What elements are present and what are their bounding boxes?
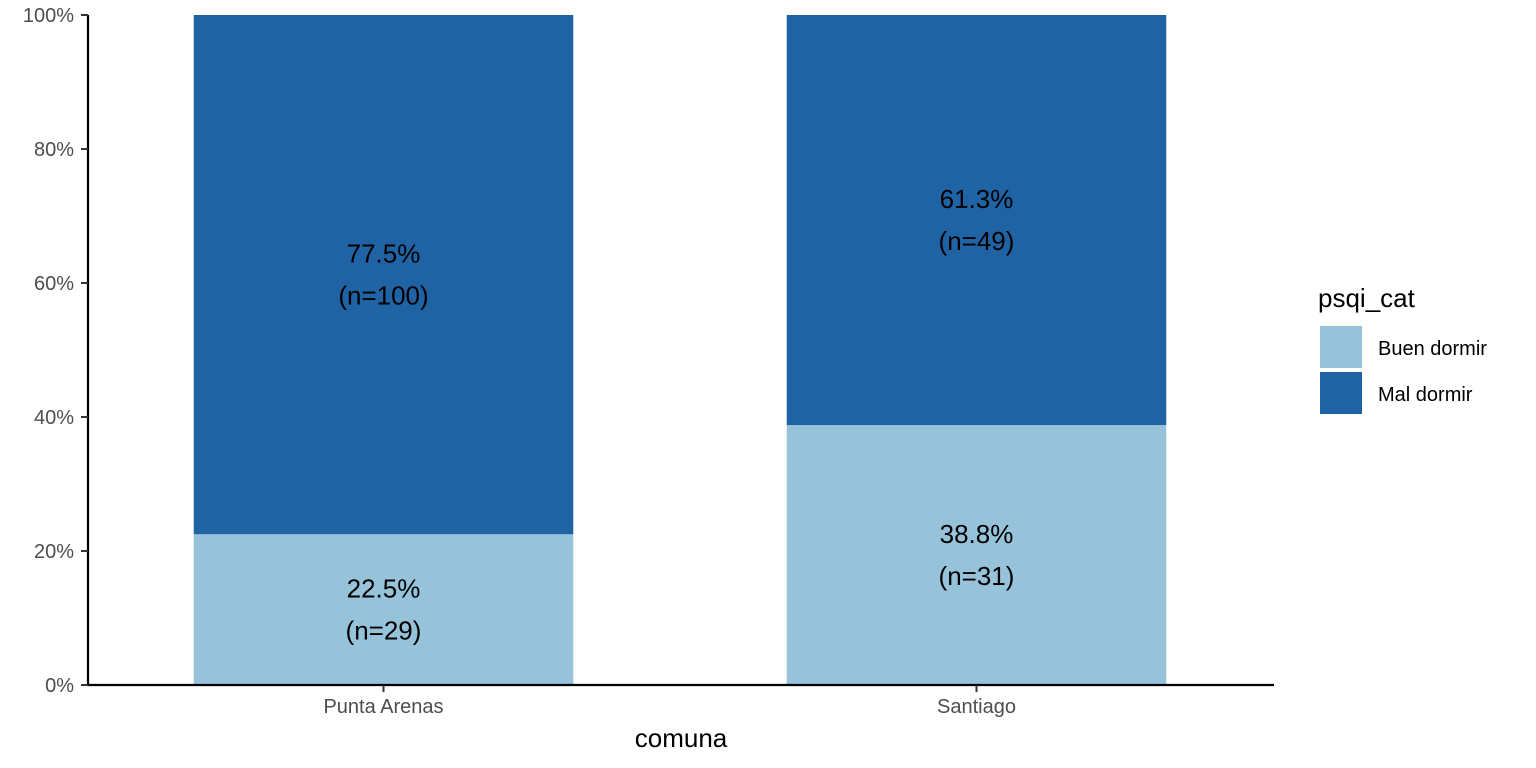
y-tick-label: 80% (34, 139, 74, 161)
data-label-percent: 77.5% (347, 239, 421, 269)
x-tick-label: Santiago (937, 696, 1016, 718)
data-label-percent: 61.3% (940, 184, 1014, 214)
y-tick-label: 20% (34, 541, 74, 563)
bar-segment-buen-dormir-punta-arenas (193, 534, 574, 685)
data-label-count: (n=31) (939, 561, 1015, 591)
y-tick-label: 40% (34, 407, 74, 429)
legend-label: Mal dormir (1378, 384, 1473, 406)
data-label-count: (n=49) (939, 226, 1015, 256)
y-tick-label: 0% (45, 675, 74, 697)
data-label-count: (n=29) (346, 616, 422, 646)
data-label-percent: 22.5% (347, 574, 421, 604)
data-labels-layer: 22.5% (n=29) 77.5% (n=100) 38.8% (n=31) 61.3% (… (338, 184, 1014, 646)
bars-layer (193, 15, 1167, 685)
legend-title: psqi_cat (1318, 283, 1416, 313)
data-label-percent: 38.8% (940, 519, 1014, 549)
x-axis-title: comuna (635, 723, 728, 753)
bar-segment-mal-dormir-santiago (786, 15, 1167, 426)
bar-segment-mal-dormir-punta-arenas (193, 15, 574, 535)
y-ticks: 0% 20% 40% 60% 80% 100% (23, 5, 88, 697)
legend-swatch-mal-dormir (1320, 372, 1362, 414)
legend: psqi_cat Buen dormir Mal dormir (1318, 283, 1487, 414)
legend-label: Buen dormir (1378, 338, 1487, 360)
data-label-count: (n=100) (338, 281, 428, 311)
axes-layer (86, 15, 1274, 687)
x-ticks: Punta Arenas Santiago (323, 685, 1016, 718)
y-tick-label: 60% (34, 273, 74, 295)
y-tick-label: 100% (23, 5, 74, 27)
x-tick-label: Punta Arenas (323, 696, 443, 718)
bar-segment-buen-dormir-santiago (786, 425, 1167, 685)
legend-swatch-buen-dormir (1320, 326, 1362, 368)
